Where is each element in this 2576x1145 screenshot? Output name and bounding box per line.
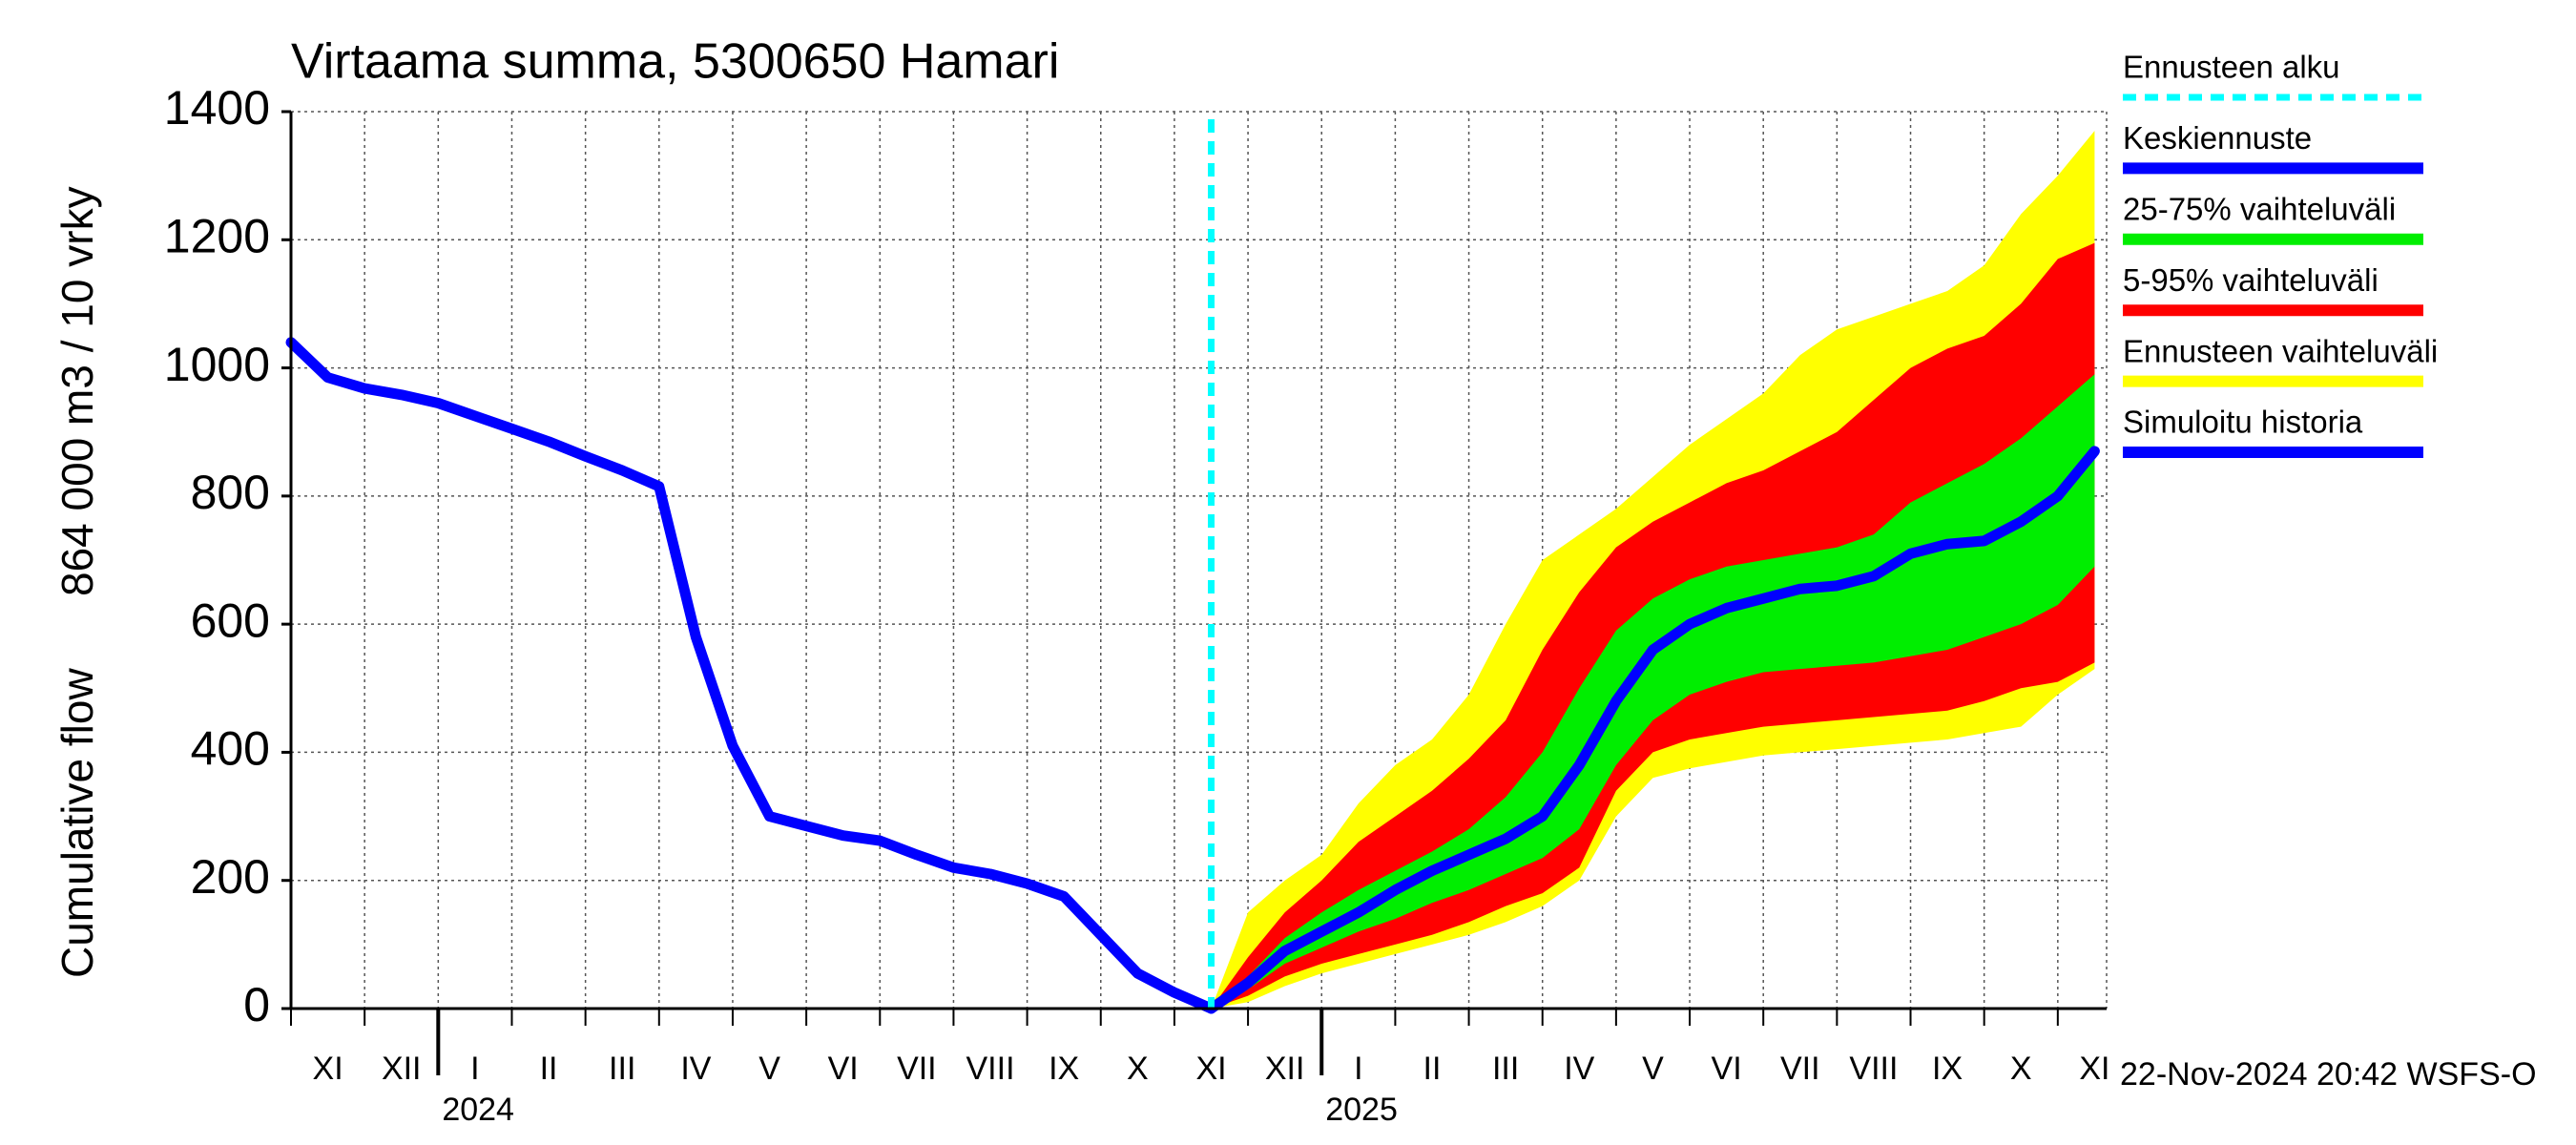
legend-label: Ennusteen vaihteluväli [2123, 333, 2438, 368]
line [1206, 446, 2100, 1014]
legend-label: 25-75% vaihteluväli [2123, 192, 2396, 227]
x-tick-label: I [1354, 1051, 1362, 1087]
y-tick-label: 800 [191, 466, 270, 519]
x-tick-label: VII [1780, 1051, 1820, 1087]
y-tick-label: 1200 [164, 209, 270, 262]
y-tick-label: 1000 [164, 338, 270, 391]
x-tick-label: I [470, 1051, 479, 1087]
footer: 22-Nov-2024 20:42 WSFS-O [2120, 1056, 2537, 1093]
x-tick-label: V [758, 1051, 780, 1087]
y-axis-label: 864 000 m3 / 10 vrky [52, 186, 102, 596]
x-tick-label: XI [313, 1051, 343, 1087]
year-label: 2024 [442, 1092, 514, 1128]
x-tick-label: VII [897, 1051, 937, 1087]
x-tick-label: III [609, 1051, 635, 1087]
legend-label: Keskiennuste [2123, 120, 2312, 156]
band [1211, 374, 2095, 1009]
x-tick-label: IX [1932, 1051, 1963, 1087]
x-tick-label: XII [382, 1051, 422, 1087]
x-tick-label: XII [1265, 1051, 1305, 1087]
y-tick-label: 1400 [164, 81, 270, 135]
line [285, 337, 1216, 1014]
x-tick-label: VI [828, 1051, 859, 1087]
y-axis-label: Cumulative flow [52, 668, 102, 978]
legend-label: Simuloitu historia [2123, 405, 2363, 440]
legend-label: Ennusteen alku [2123, 50, 2340, 85]
x-tick-label: X [1127, 1051, 1149, 1087]
x-tick-label: V [1642, 1051, 1664, 1087]
x-tick-label: XI [2079, 1051, 2109, 1087]
x-tick-label: IX [1049, 1051, 1079, 1087]
chart-title: Virtaama summa, 5300650 Hamari [291, 34, 1059, 90]
x-tick-label: XI [1195, 1051, 1226, 1087]
year-label: 2025 [1325, 1092, 1398, 1128]
x-tick-label: IV [1564, 1051, 1594, 1087]
x-tick-label: II [1423, 1051, 1442, 1087]
x-tick-label: II [540, 1051, 558, 1087]
y-tick-label: 600 [191, 593, 270, 647]
x-tick-label: VI [1712, 1051, 1742, 1087]
legend-label: 5-95% vaihteluväli [2123, 262, 2379, 298]
y-tick-label: 400 [191, 722, 270, 776]
x-tick-label: VIII [1849, 1051, 1898, 1087]
x-tick-label: IV [680, 1051, 711, 1087]
y-tick-label: 0 [243, 978, 270, 1031]
x-tick-label: X [2010, 1051, 2032, 1087]
x-tick-label: VIII [966, 1051, 1015, 1087]
y-tick-label: 200 [191, 850, 270, 904]
x-tick-label: III [1492, 1051, 1519, 1087]
